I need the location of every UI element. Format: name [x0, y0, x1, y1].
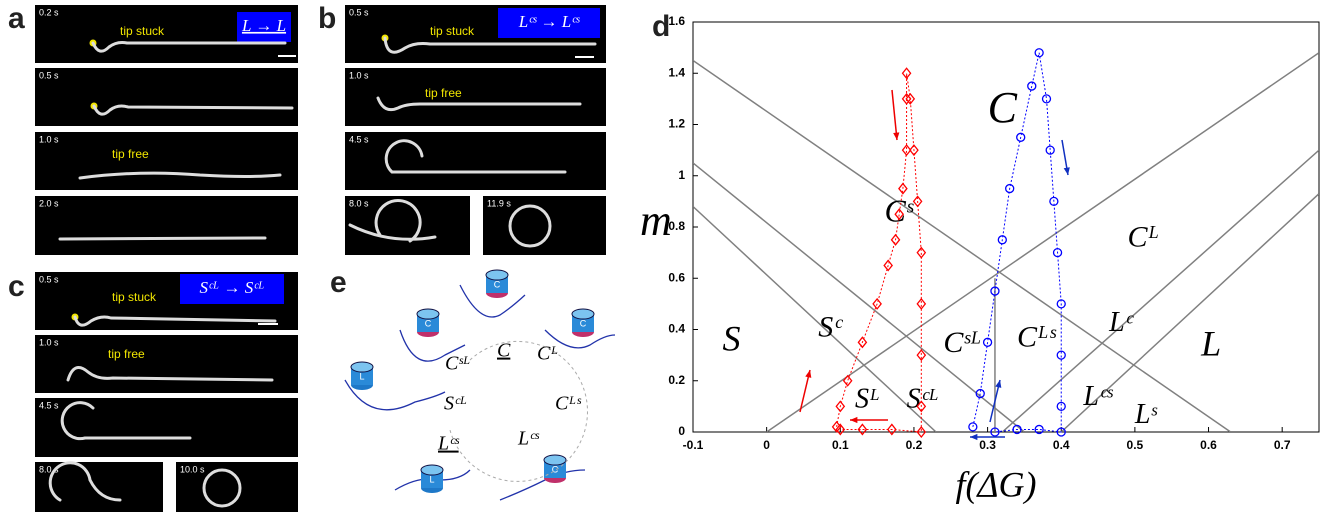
region-label: Cˢ: [884, 193, 913, 229]
state-label: Cᴸˢ: [555, 393, 581, 415]
frame: [35, 68, 298, 126]
x-tick-label: 0.4: [1053, 438, 1070, 452]
transition-label: Lᶜˢ → Lᶜˢ: [518, 12, 581, 31]
x-tick-label: 0.5: [1127, 438, 1144, 452]
region-label: Lˢ: [1134, 399, 1158, 430]
icon-label: C: [580, 318, 587, 328]
time-label: 11.9 s: [487, 198, 511, 208]
x-tick-label: 0.2: [906, 438, 923, 452]
filament: [60, 238, 265, 239]
time-label: 1.0 s: [39, 134, 59, 144]
time-label: 0.5 s: [39, 274, 59, 284]
arrowhead: [1064, 167, 1070, 175]
panel-letter: c: [8, 270, 25, 303]
arrowhead: [850, 417, 857, 423]
time-label: 4.5 s: [349, 134, 369, 144]
y-tick-label: 1.4: [668, 65, 685, 79]
region-label: Lᶜˢ: [1082, 381, 1113, 412]
note: tip free: [425, 86, 462, 100]
icon-label: C: [494, 279, 501, 289]
state-label: C: [497, 340, 511, 362]
icon-label: L: [359, 371, 364, 381]
note: tip stuck: [120, 24, 165, 38]
time-label: 8.0 s: [349, 198, 369, 208]
state-label: Cᴸ: [537, 343, 558, 365]
region-label: S: [722, 319, 740, 359]
y-axis-label: m: [640, 196, 672, 245]
figure: a 0.2 s 0.5 s 1.0 s 2.0 s L → L tip stuck tip f…: [0, 0, 1329, 512]
note: tip free: [108, 347, 145, 361]
trajectory: [973, 53, 1061, 432]
frame: [345, 68, 606, 126]
region-label: Cˢᴸ: [943, 326, 981, 359]
time-label: 0.5 s: [349, 7, 369, 17]
icon-label: L: [429, 474, 434, 484]
frame: [345, 132, 606, 190]
region-label: Cᴸˢ: [1017, 321, 1057, 354]
frame: [35, 196, 298, 255]
region-label: Sᴸ: [855, 384, 880, 415]
note: tip free: [112, 147, 149, 161]
time-label: 0.2 s: [39, 7, 59, 17]
time-label: 4.5 s: [39, 400, 59, 410]
arrowhead: [970, 434, 977, 440]
transition-label: L → L: [241, 16, 286, 35]
note: tip stuck: [430, 24, 475, 38]
region-label: Sᶜ: [818, 310, 843, 343]
x-tick-label: 0.3: [979, 438, 996, 452]
icon-label: C: [552, 464, 559, 474]
frame: [35, 132, 298, 190]
x-tick-label: 0: [763, 438, 770, 452]
x-tick-label: 0.1: [832, 438, 849, 452]
y-tick-label: 1.2: [668, 117, 685, 131]
x-tick-label: 0.7: [1274, 438, 1291, 452]
y-tick-label: 0: [678, 424, 685, 438]
y-tick-label: 0.6: [668, 270, 685, 284]
energy-well: [500, 470, 585, 500]
arrow: [892, 90, 897, 140]
time-label: 1.0 s: [39, 337, 59, 347]
phase-boundary: [1002, 150, 1319, 432]
time-label: 1.0 s: [349, 70, 369, 80]
state-label: Lᶜˢ: [517, 428, 539, 450]
region-label: Cᴸ: [1128, 221, 1160, 254]
marker: [917, 299, 925, 309]
state-label: Lᶜˢ: [437, 433, 459, 455]
y-tick-label: 1: [678, 168, 685, 182]
time-label: 0.5 s: [39, 70, 59, 80]
x-tick-label: -0.1: [683, 438, 704, 452]
icon-label: C: [425, 318, 432, 328]
time-label: 10.0 s: [180, 464, 205, 474]
region-label: Lᶜ: [1108, 307, 1135, 338]
state-label: Sᶜᴸ: [444, 393, 467, 415]
panel-letter: e: [330, 266, 347, 299]
panel-letter: b: [318, 2, 336, 35]
y-tick-label: 0.4: [668, 322, 685, 336]
x-axis-label: f(ΔG): [955, 464, 1036, 504]
frame: [35, 335, 298, 393]
x-tick-label: 0.6: [1200, 438, 1217, 452]
note: tip stuck: [112, 290, 157, 304]
frame: [35, 398, 298, 457]
marker: [1028, 82, 1036, 90]
region-label: L: [1200, 324, 1221, 364]
transition-label: Sᶜᴸ → Sᶜᴸ: [199, 278, 264, 297]
y-tick-label: 0.2: [668, 373, 685, 387]
panel-letter: a: [8, 2, 25, 35]
region-label: C: [988, 83, 1018, 132]
time-label: 2.0 s: [39, 198, 59, 208]
state-label: Cˢᴸ: [445, 353, 471, 375]
y-tick-label: 1.6: [668, 14, 685, 28]
